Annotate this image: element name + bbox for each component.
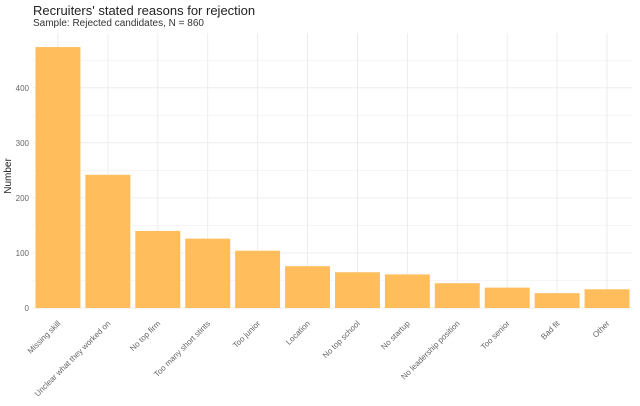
x-tick-label: Too many short stints <box>152 319 212 379</box>
y-tick-label: 100 <box>16 249 30 258</box>
y-tick-label: 300 <box>16 139 30 148</box>
x-tick-label: Missing skill <box>26 319 63 356</box>
bar <box>484 287 530 308</box>
x-tick-label: Too junior <box>231 319 262 350</box>
bar <box>85 174 131 308</box>
x-tick-label: No top firm <box>128 319 162 353</box>
bar <box>35 47 81 309</box>
y-axis-ticks: 0 100 200 300 400 <box>16 84 30 313</box>
y-axis-label: Number <box>3 158 14 194</box>
x-tick-label: Other <box>591 319 612 340</box>
y-tick-label: 0 <box>25 304 30 313</box>
bar <box>135 230 181 308</box>
bar <box>584 289 630 308</box>
y-tick-label: 400 <box>16 84 30 93</box>
bar <box>334 272 380 308</box>
x-tick-label: Bad fit <box>539 319 562 342</box>
chart-subtitle: Sample: Rejected candidates, N = 860 <box>33 18 204 29</box>
x-tick-label: No top school <box>321 319 362 360</box>
y-tick-label: 200 <box>16 194 30 203</box>
x-tick-label: Too senior <box>479 319 512 352</box>
x-tick-label: No startup <box>379 319 412 352</box>
bar <box>384 274 430 308</box>
bars <box>35 47 630 309</box>
bar <box>285 266 331 308</box>
bar <box>235 250 281 308</box>
bar <box>185 238 231 308</box>
chart-title: Recruiters' stated reasons for rejection <box>33 3 256 18</box>
bar <box>434 283 480 308</box>
x-tick-label: Location <box>284 319 312 347</box>
bar <box>534 293 580 308</box>
